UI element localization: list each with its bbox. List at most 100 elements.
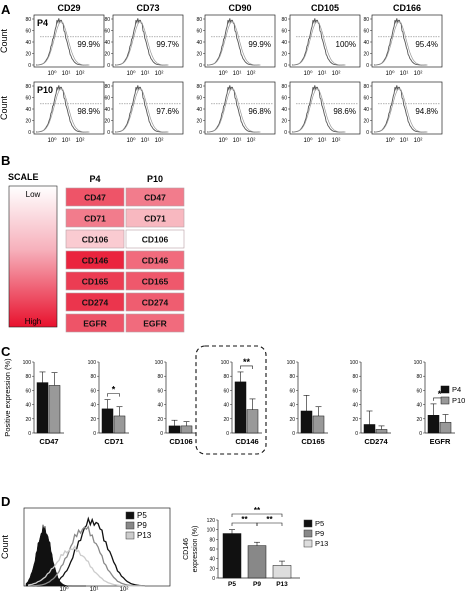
histogram-p10-cd90: 80 60 40 20 0 96.8% 10⁰ 10¹ 10² [196, 81, 276, 144]
svg-text:CD146: CD146 [82, 256, 109, 266]
bar-chart-cd165: 0 20 40 60 80 100 CD165 [287, 360, 328, 446]
x-tick-label: 10⁰ [218, 70, 228, 77]
y-tick-label: 40 [352, 403, 358, 409]
legend-swatch-p5 [125, 511, 135, 520]
bar-p9 [247, 545, 267, 579]
percentage-label: 99.7% [156, 40, 179, 49]
bar-p4-cd106 [168, 425, 181, 434]
svg-text:CD146: CD146 [142, 256, 169, 266]
x-tick-label: 10² [120, 587, 129, 591]
y-tick-label: 100 [350, 360, 359, 366]
svg-text:CD274: CD274 [82, 298, 109, 308]
legend-label-p5: P5 [315, 519, 324, 528]
cd146-highlight-box [195, 345, 267, 455]
x-tick-label: 10¹ [141, 71, 150, 77]
x-tick-label: 10² [414, 138, 423, 144]
y-tick-label: 0 [284, 63, 287, 69]
x-tick-label: 10¹ [62, 138, 71, 144]
y-tick-label: 80 [196, 84, 202, 90]
x-tick-label: 10¹ [90, 587, 99, 591]
y-tick-label: 100 [207, 528, 216, 534]
heatmap-column-p10: P10 [147, 174, 163, 184]
y-tick-label: 40 [196, 107, 202, 113]
y-tick-label: 80 [25, 84, 31, 90]
y-tick-label: 100 [414, 360, 423, 366]
y-tick-label: 0 [28, 431, 31, 437]
x-tick-label: 10⁰ [303, 70, 313, 77]
y-axis-label: expression (%) [192, 526, 199, 573]
y-tick-label: 20 [157, 417, 163, 423]
svg-text:CD47: CD47 [144, 193, 166, 203]
heatmap-cell-p10-cd47: CD47 [125, 187, 185, 207]
legend-label-p13: P13 [137, 531, 152, 540]
count-axis-label: Count [0, 29, 9, 54]
y-tick-label: 60 [363, 29, 369, 35]
y-tick-label: 20 [223, 417, 229, 423]
count-axis-label: Count [0, 96, 9, 121]
y-tick-label: 120 [207, 518, 216, 524]
y-tick-label: 60 [352, 388, 358, 394]
y-tick-label: 80 [281, 84, 287, 90]
category-label: EGFR [430, 437, 451, 446]
histogram-p10-cd29: 80 60 40 20 0 98.9% 10⁰ 10¹ 10² P10 [25, 81, 105, 144]
heatmap-grid: P4 P10 CD47 CD47 CD71 CD71 CD106 CD106 CD146 CD14… [65, 174, 185, 333]
legend-swatch-p5 [303, 519, 313, 528]
percentage-label: 99.9% [77, 40, 100, 49]
x-tick-label: 10² [155, 138, 164, 144]
percentage-label: 95.4% [415, 40, 438, 49]
y-tick-label: 0 [355, 431, 358, 437]
y-tick-label: 60 [25, 96, 31, 102]
y-tick-label: 20 [25, 119, 31, 125]
y-tick-label: 80 [363, 84, 369, 90]
heatmap-cell-p10-cd106: CD106 [125, 229, 185, 249]
y-tick-label: 20 [352, 417, 358, 423]
y-tick-label: 0 [28, 130, 31, 136]
bar-p4-cd71 [101, 408, 114, 434]
category-label: CD274 [364, 437, 388, 446]
y-tick-label: 100 [287, 360, 296, 366]
x-tick-label: 10¹ [318, 71, 327, 77]
y-tick-label: 0 [199, 130, 202, 136]
legend-swatch-p10 [440, 396, 450, 405]
bar-p10-cd146 [246, 409, 259, 434]
bar-p10-cd71 [113, 415, 126, 434]
y-tick-label: 80 [416, 374, 422, 380]
heatmap-cell-p4-cd47: CD47 [65, 187, 125, 207]
y-tick-label: 60 [90, 388, 96, 394]
y-tick-label: 60 [104, 96, 110, 102]
histogram-p4-cd29: 80 60 40 20 0 99.9% 10⁰ 10¹ 10² P4 [25, 14, 105, 77]
x-tick-label: 10⁰ [385, 137, 395, 144]
y-tick-label: 0 [160, 431, 163, 437]
legend-label-p9: P9 [315, 529, 324, 538]
category-label: CD165 [301, 437, 324, 446]
y-tick-label: 0 [199, 63, 202, 69]
y-tick-label: 60 [196, 29, 202, 35]
y-tick-label: 0 [212, 576, 215, 582]
svg-text:*: * [112, 385, 116, 395]
histogram-p4-cd73: 80 60 40 20 0 99.7% 10⁰ 10¹ 10² [104, 14, 184, 77]
category-label: CD106 [169, 437, 192, 446]
panel-a-histograms: CD29 CD73 CD90 CD105 CD166 Count 80 60 40 20 0 99.9… [0, 3, 443, 144]
y-tick-label: 60 [157, 388, 163, 394]
y-tick-label: 0 [366, 130, 369, 136]
scale-low-label: Low [26, 190, 41, 199]
y-axis-label: Positive expression (%) [3, 358, 12, 437]
y-tick-label: 40 [209, 557, 215, 563]
y-tick-label: 20 [104, 119, 110, 125]
x-tick-label: 10⁰ [303, 137, 313, 144]
y-tick-label: 20 [416, 417, 422, 423]
x-tick-label: 10¹ [400, 138, 409, 144]
svg-text:CD71: CD71 [84, 214, 106, 224]
histogram-curve-p9 [28, 525, 145, 587]
legend-label-p4: P4 [452, 385, 461, 394]
x-tick-label: 10² [414, 71, 423, 77]
heatmap-cell-p10-egfr: EGFR [125, 313, 185, 333]
y-tick-label: 0 [226, 431, 229, 437]
y-tick-label: 20 [281, 119, 287, 125]
percentage-label: 98.9% [77, 107, 100, 116]
legend-swatch-p13 [303, 539, 313, 548]
legend-label-p5: P5 [137, 511, 147, 520]
y-tick-label: 40 [104, 40, 110, 46]
x-tick-label: 10² [332, 71, 341, 77]
